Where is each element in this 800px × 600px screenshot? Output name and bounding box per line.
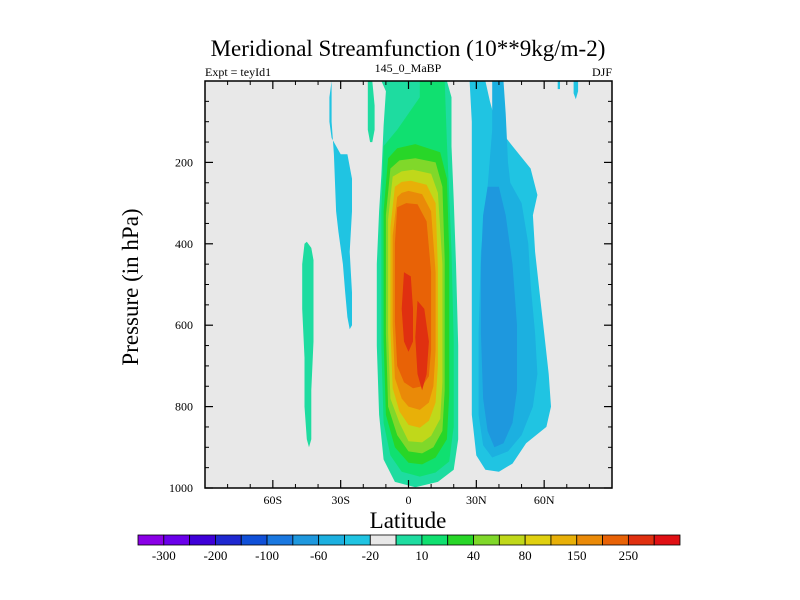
colorbar-box (137, 534, 165, 546)
colorbar-box (653, 534, 681, 546)
x-tick-label: 0 (406, 493, 412, 507)
colorbar-box (240, 534, 268, 546)
colorbar-box (318, 534, 345, 546)
y-tick-label: 400 (175, 237, 193, 251)
y-tick-label: 800 (175, 400, 193, 414)
colorbar-label: -100 (255, 548, 279, 563)
contour-region-top-spec (573, 81, 579, 100)
contour-region-s-band-1 (329, 81, 352, 330)
colorbar-box (369, 534, 397, 546)
colorbar-box (344, 534, 371, 546)
colorbar-box (524, 534, 552, 546)
x-tick-label: 30S (331, 493, 350, 507)
colorbar-box (498, 534, 526, 546)
colorbar-box (266, 534, 294, 546)
colorbar-label: 250 (619, 548, 639, 563)
contour-region-ncell-max-a (401, 272, 413, 352)
x-axis-title: Latitude (370, 508, 447, 533)
expt-label: Expt = teyId1 (205, 65, 271, 79)
axes-group: 60S 30S 0 30N 60N 200 400 600 800 1000 (169, 81, 613, 507)
contour-region-top-spec-2 (557, 81, 560, 90)
colorbar-label: -60 (310, 548, 327, 563)
contour-region-ncell-max-b (415, 300, 429, 391)
chart-title: Meridional Streamfunction (10**9kg/m-2) (211, 36, 606, 61)
y-tick-label: 600 (175, 318, 193, 332)
colorbar-box (163, 534, 191, 546)
x-tick-label: 60S (263, 493, 282, 507)
colorbar-box (576, 534, 603, 546)
colorbar-box (447, 534, 474, 546)
colorbar-box (602, 534, 629, 546)
x-tick-label: 60N (534, 493, 555, 507)
colorbar-box (550, 534, 578, 546)
contour-fill-group (302, 81, 579, 488)
colorbar-label: -200 (204, 548, 228, 563)
colorbar-box (189, 534, 216, 546)
colorbar-label: 80 (519, 548, 532, 563)
contour-region-scell-l3 (480, 186, 517, 448)
colorbar-box (292, 534, 320, 546)
colorbar-label: 40 (467, 548, 480, 563)
y-tick-label: 200 (175, 155, 193, 169)
colorbar-label: -20 (362, 548, 379, 563)
contour-region-s-band-2 (302, 241, 314, 448)
colorbar-box (627, 534, 655, 546)
colorbar: -300 -200 -100 -60 -20 10 40 80 150 250 (137, 534, 681, 563)
y-axis-title: Pressure (in hPa) (118, 208, 143, 365)
colorbar-label: 150 (567, 548, 587, 563)
contour-region-top-band (367, 81, 375, 143)
season-label: DJF (592, 65, 612, 79)
x-tick-label: 30N (466, 493, 487, 507)
colorbar-box (215, 534, 242, 546)
colorbar-box (473, 534, 500, 546)
colorbar-box (421, 534, 449, 546)
y-tick-label: 1000 (169, 481, 193, 495)
colorbar-box (395, 534, 423, 546)
run-label: 145_0_MaBP (375, 61, 442, 75)
colorbar-label: 10 (415, 548, 428, 563)
colorbar-label: -300 (152, 548, 176, 563)
